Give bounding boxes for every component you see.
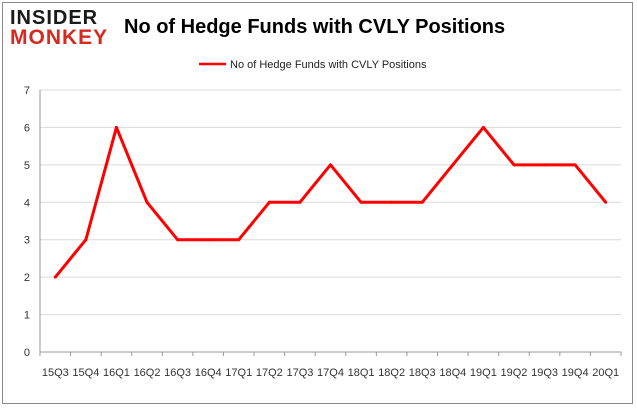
data-point [481, 125, 485, 129]
y-tick-label: 2 [24, 272, 30, 284]
y-tick-label: 7 [24, 85, 30, 97]
logo-line-2: MONKEY [10, 26, 109, 49]
x-tick-label: 17Q1 [225, 367, 252, 379]
data-point [298, 200, 302, 204]
x-tick-label: 17Q3 [286, 367, 313, 379]
data-point [359, 200, 363, 204]
data-point [53, 275, 57, 279]
x-tick-label: 19Q4 [562, 367, 589, 379]
legend-label: No of Hedge Funds with CVLY Positions [230, 59, 427, 71]
x-tick-label: 16Q4 [195, 367, 222, 379]
y-tick-label: 1 [24, 310, 30, 322]
x-tick-label: 18Q2 [378, 367, 405, 379]
data-point [145, 200, 149, 204]
x-tick-label: 20Q1 [592, 367, 619, 379]
data-point [176, 238, 180, 242]
legend: No of Hedge Funds with CVLY Positions [199, 59, 427, 71]
data-point [84, 238, 88, 242]
x-tick-label: 19Q1 [470, 367, 497, 379]
y-tick-label: 6 [24, 122, 30, 134]
x-tick-label: 16Q3 [164, 367, 191, 379]
y-tick-label: 0 [24, 347, 30, 359]
data-point [390, 200, 394, 204]
data-point [573, 163, 577, 167]
x-tick-label: 18Q4 [439, 367, 466, 379]
x-tick-label: 18Q3 [409, 367, 436, 379]
x-tick-label: 19Q2 [501, 367, 528, 379]
y-tick-label: 3 [24, 235, 30, 247]
x-tick-label: 15Q3 [42, 367, 69, 379]
y-tick-label: 5 [24, 160, 30, 172]
data-point [512, 163, 516, 167]
data-point [267, 200, 271, 204]
x-tick-label: 15Q4 [72, 367, 99, 379]
data-point [420, 200, 424, 204]
chart-frame [2, 2, 633, 404]
series-layer [53, 125, 608, 279]
logo-line-1: INSIDER [10, 7, 99, 29]
x-tick-label: 17Q2 [256, 367, 283, 379]
data-point [329, 163, 332, 167]
x-tick-label: 17Q4 [317, 367, 344, 379]
x-tick-label: 18Q1 [348, 367, 375, 379]
x-tick-label: 19Q3 [531, 367, 558, 379]
grid-lines [40, 89, 621, 316]
x-tick-label: 16Q1 [103, 367, 130, 379]
y-tick-label: 4 [24, 197, 30, 209]
axes: 0 1 2 3 4 5 6 7 15Q3 15Q4 16Q1 16Q2 16Q3 16Q4 17Q1 17Q2… [24, 85, 622, 379]
insider-monkey-logo: INSIDER MONKEY [10, 8, 116, 52]
data-point [237, 238, 241, 242]
data-point [451, 163, 455, 167]
data-point [543, 163, 547, 167]
data-point [604, 200, 608, 204]
chart-title: No of Hedge Funds with CVLY Positions [124, 16, 506, 38]
x-tick-label: 16Q2 [134, 367, 161, 379]
data-point [114, 125, 118, 129]
data-point [206, 238, 210, 242]
